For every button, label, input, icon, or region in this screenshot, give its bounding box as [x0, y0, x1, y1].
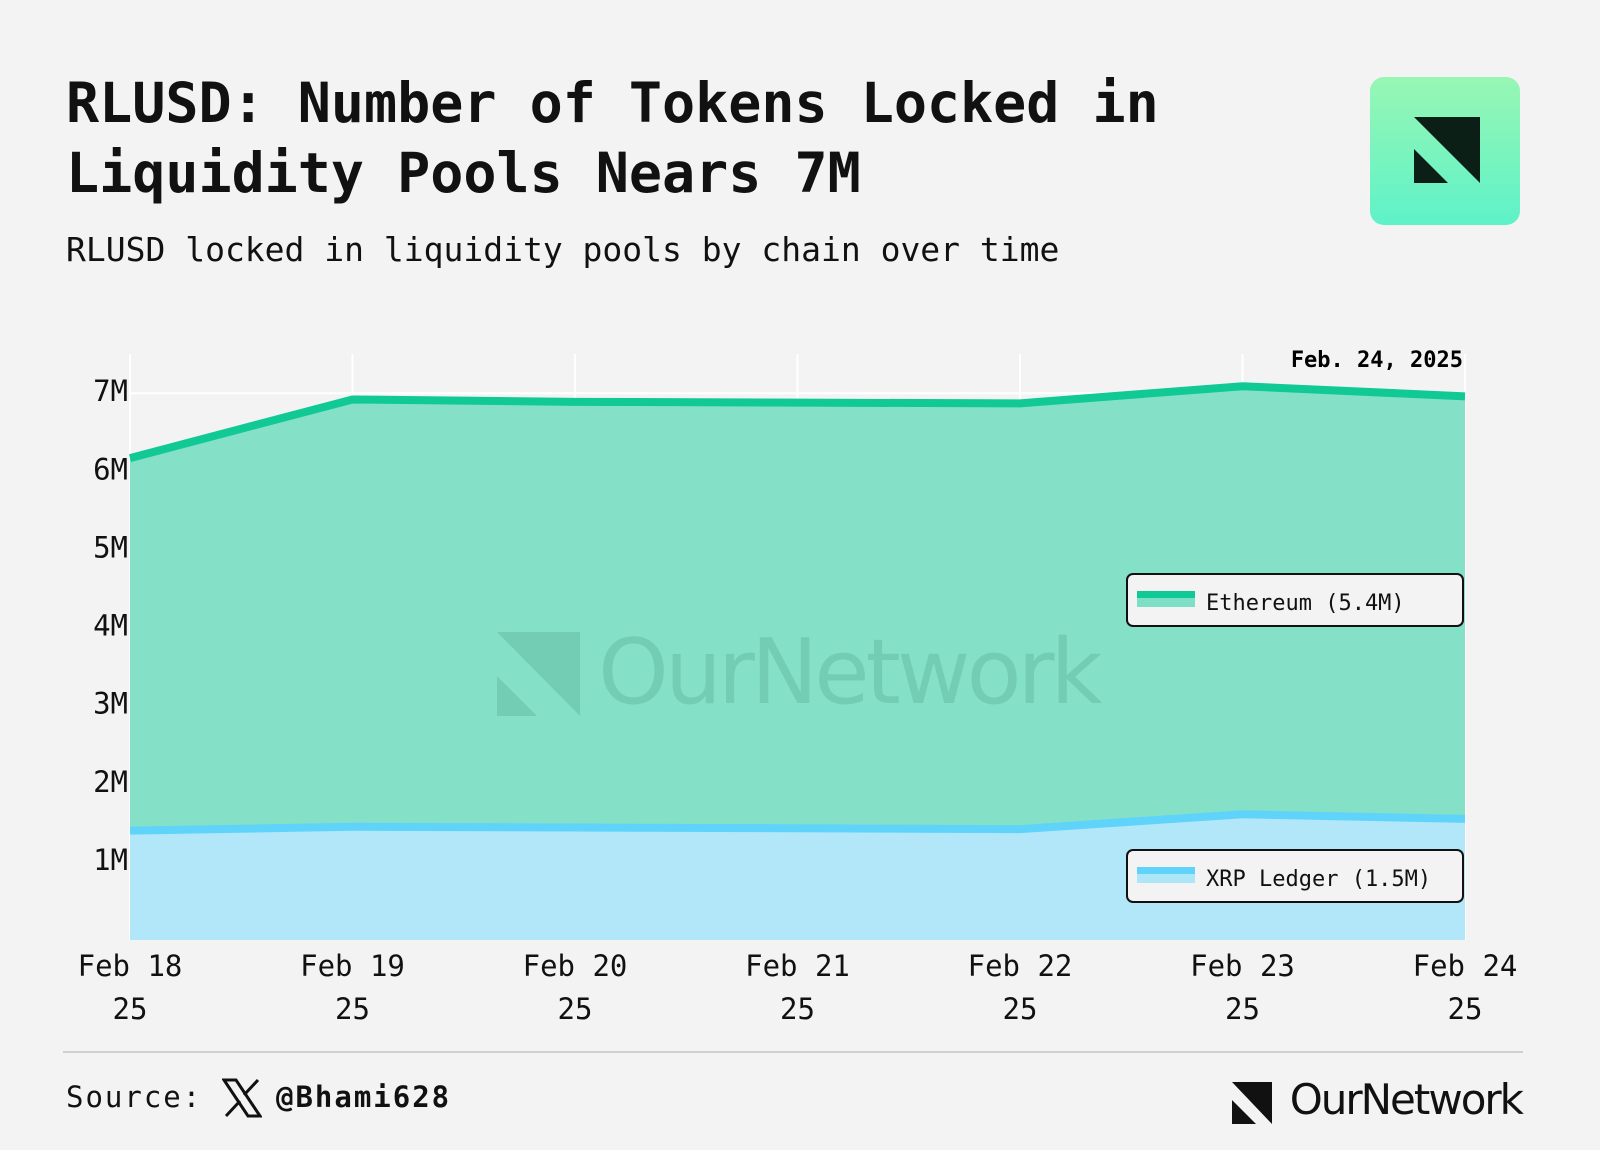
x-tick-label: Feb 21 25 [745, 949, 850, 1026]
x-tick-label: Feb 18 25 [77, 949, 183, 1026]
footer-rule [63, 1051, 1523, 1053]
x-tick-label: Feb 22 25 [967, 949, 1073, 1026]
chart: OurNetwork Feb. 24, 2025 1M 2M 3M 4M 5M 6M 7M E… [93, 348, 1466, 940]
title: RLUSD: Number of Tokens Locked in Liquid… [66, 71, 1159, 205]
legend-label: Ethereum (5.4M) [1206, 591, 1405, 616]
source-label: Source: [66, 1080, 203, 1114]
y-tick-label: 2M [93, 765, 128, 799]
area [130, 386, 1465, 831]
legend-label: XRP Ledger (1.5M) [1206, 867, 1431, 892]
logo [1370, 77, 1520, 225]
line [128, 382, 1466, 462]
y-tick-label: 3M [93, 687, 128, 721]
brand-logo [1232, 1082, 1272, 1124]
y-tick-label: 4M [93, 609, 128, 643]
annotation: Feb. 24, 2025 [1291, 348, 1463, 373]
x-tick-label: Feb 20 25 [522, 949, 628, 1026]
y-tick-label: 7M [93, 374, 128, 408]
x-tick-label: Feb 19 25 [300, 949, 405, 1026]
y-tick-label: 5M [93, 530, 128, 564]
line [129, 810, 1466, 835]
source-handle: @Bhami628 [276, 1080, 452, 1114]
x-tick-label: Feb 23 25 [1190, 949, 1295, 1026]
y-tick-label: 6M [93, 452, 128, 486]
brand: OurNetwork [1289, 1075, 1524, 1124]
legend-box [1126, 849, 1464, 903]
legend-swatch-line [1137, 867, 1195, 874]
y-tick-label: 1M [93, 843, 128, 877]
area [130, 814, 1465, 940]
x-logo [222, 1078, 262, 1118]
x-tick-label: Feb 24 25 [1412, 949, 1518, 1026]
legend-swatch-line [1137, 591, 1195, 598]
subtitle: RLUSD locked in liquidity pools by chain… [66, 230, 1060, 269]
legend-box [1126, 573, 1464, 627]
watermark: OurNetwork [497, 620, 1107, 725]
watermark-text: OurNetwork [598, 620, 1103, 725]
